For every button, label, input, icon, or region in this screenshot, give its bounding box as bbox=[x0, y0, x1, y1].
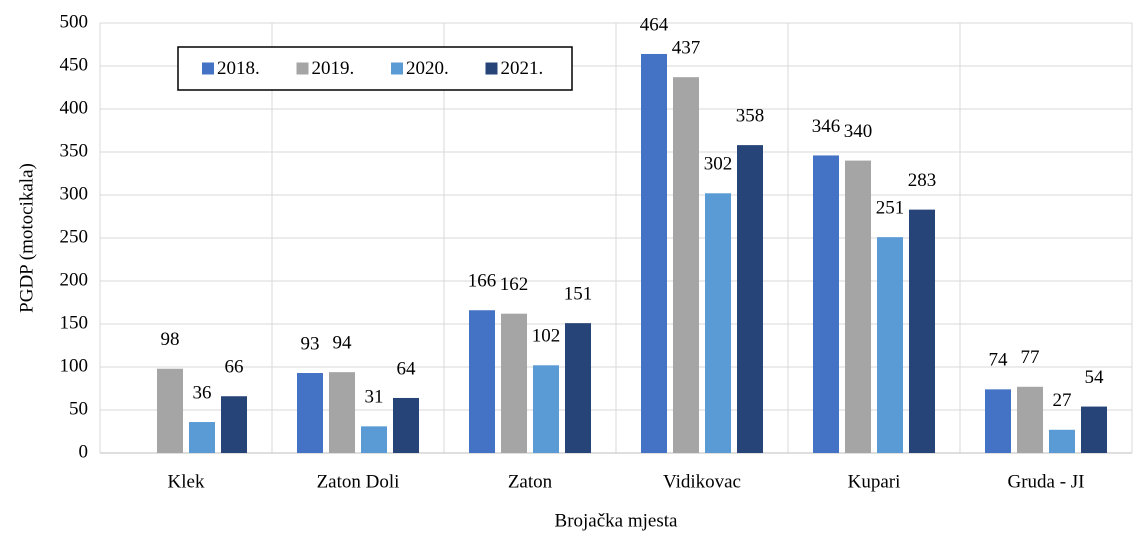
bar bbox=[1017, 386, 1043, 453]
bar bbox=[909, 209, 935, 453]
data-label: 36 bbox=[193, 382, 212, 403]
data-label: 74 bbox=[989, 350, 1009, 371]
legend-label: 2018. bbox=[217, 58, 260, 79]
data-label: 98 bbox=[161, 329, 180, 350]
legend-swatch bbox=[202, 62, 214, 75]
data-label: 358 bbox=[736, 105, 765, 126]
x-tick-label: Zaton bbox=[508, 471, 553, 492]
data-label: 77 bbox=[1021, 347, 1040, 368]
bar bbox=[157, 368, 183, 453]
bar bbox=[1049, 429, 1075, 453]
data-label: 31 bbox=[365, 387, 384, 408]
data-label: 54 bbox=[1085, 367, 1105, 388]
x-tick-label: Zaton Doli bbox=[317, 471, 400, 492]
data-label: 166 bbox=[468, 271, 497, 292]
data-label: 464 bbox=[640, 14, 669, 35]
y-tick-label: 50 bbox=[69, 398, 88, 419]
bar bbox=[985, 389, 1011, 453]
data-label: 251 bbox=[876, 197, 905, 218]
data-label: 27 bbox=[1053, 390, 1072, 411]
y-axis-title: PGDP (motocikala) bbox=[16, 163, 37, 313]
y-tick-label: 500 bbox=[60, 11, 89, 32]
legend-label: 2019. bbox=[312, 58, 355, 79]
data-label: 93 bbox=[301, 333, 320, 354]
data-label: 340 bbox=[844, 121, 873, 142]
data-label: 66 bbox=[225, 357, 244, 378]
data-label: 64 bbox=[397, 358, 417, 379]
bar bbox=[813, 155, 839, 453]
bar bbox=[501, 313, 527, 453]
legend-swatch bbox=[296, 62, 309, 75]
bar bbox=[297, 373, 323, 453]
y-tick-label: 100 bbox=[60, 355, 89, 376]
bar bbox=[565, 323, 591, 453]
data-label: 102 bbox=[532, 326, 561, 347]
x-tick-label: Klek bbox=[168, 471, 205, 492]
x-tick-label: Kupari bbox=[848, 471, 901, 492]
data-label: 151 bbox=[564, 283, 593, 304]
y-tick-label: 150 bbox=[60, 312, 89, 333]
bar bbox=[673, 77, 699, 454]
y-tick-label: 350 bbox=[60, 140, 89, 161]
y-tick-label: 300 bbox=[60, 183, 89, 204]
bar bbox=[705, 193, 731, 453]
data-label: 283 bbox=[908, 170, 937, 191]
bar bbox=[221, 396, 247, 453]
data-label: 437 bbox=[672, 38, 701, 59]
legend-swatch bbox=[485, 62, 498, 75]
x-tick-label: Vidikovac bbox=[663, 471, 741, 492]
bar bbox=[189, 422, 215, 453]
bar bbox=[469, 310, 495, 453]
data-label: 94 bbox=[333, 333, 353, 354]
y-tick-label: 200 bbox=[60, 269, 89, 290]
x-axis-title: Brojačka mjesta bbox=[555, 510, 678, 531]
x-tick-label: Gruda - JI bbox=[1007, 471, 1084, 492]
data-label: 302 bbox=[704, 154, 733, 175]
bar bbox=[533, 365, 559, 453]
legend-label: 2020. bbox=[406, 58, 449, 79]
bar bbox=[641, 53, 667, 454]
data-label: 162 bbox=[500, 274, 529, 295]
bar bbox=[737, 145, 763, 453]
legend-label: 2021. bbox=[501, 58, 544, 79]
legend-box bbox=[177, 46, 573, 91]
y-tick-label: 250 bbox=[60, 226, 89, 247]
bar bbox=[1081, 406, 1107, 453]
bar bbox=[329, 372, 355, 453]
bar bbox=[361, 426, 387, 453]
y-tick-label: 400 bbox=[60, 97, 89, 118]
bar bbox=[877, 237, 903, 453]
bar bbox=[393, 397, 419, 453]
y-tick-label: 450 bbox=[60, 54, 89, 75]
legend-swatch bbox=[391, 62, 403, 75]
bar bbox=[845, 160, 871, 453]
y-tick-label: 0 bbox=[79, 441, 89, 462]
data-label: 346 bbox=[812, 116, 841, 137]
